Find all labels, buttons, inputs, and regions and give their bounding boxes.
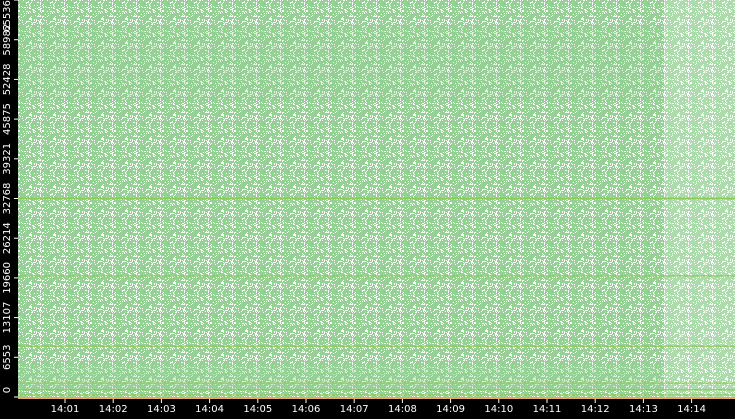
x-tick-label: 14:13: [629, 404, 658, 415]
x-tick-label: 14:08: [388, 404, 417, 415]
y-tick-label: 52428: [2, 63, 13, 95]
x-tick-label: 14:02: [99, 404, 128, 415]
x-tick-label: 14:09: [436, 404, 465, 415]
y-tick-label: 6553: [2, 345, 13, 370]
y-axis-band: [0, 0, 18, 415]
x-tick-label: 14:11: [533, 404, 562, 415]
baseline-band: [18, 397, 735, 399]
y-tick-label: 26214: [2, 222, 13, 254]
x-axis-band: [0, 399, 735, 415]
y-tick-label: 19660: [2, 262, 13, 294]
x-tick-label: 14:10: [484, 404, 513, 415]
x-tick-label: 14:12: [581, 404, 610, 415]
x-tick-label: 14:05: [243, 404, 272, 415]
y-tick-label: 32768: [2, 183, 13, 215]
y-tick-label: 0: [2, 387, 13, 393]
x-tick-label: 14:06: [292, 404, 321, 415]
x-tick-label: 14:03: [147, 404, 176, 415]
y-tick-label: 39321: [2, 143, 13, 175]
dense-band: [18, 365, 664, 390]
dense-band: [18, 25, 664, 100]
x-tick-label: 14:14: [677, 404, 706, 415]
y-tick-label: 58982: [2, 24, 13, 56]
y-tick-label: 65536: [2, 0, 13, 32]
x-tick-label: 14:07: [340, 404, 369, 415]
y-tick-label: 13107: [2, 302, 13, 334]
x-tick-label: 14:04: [195, 404, 224, 415]
y-tick-label: 45875: [2, 103, 13, 135]
x-tick-label: 14:01: [51, 404, 80, 415]
